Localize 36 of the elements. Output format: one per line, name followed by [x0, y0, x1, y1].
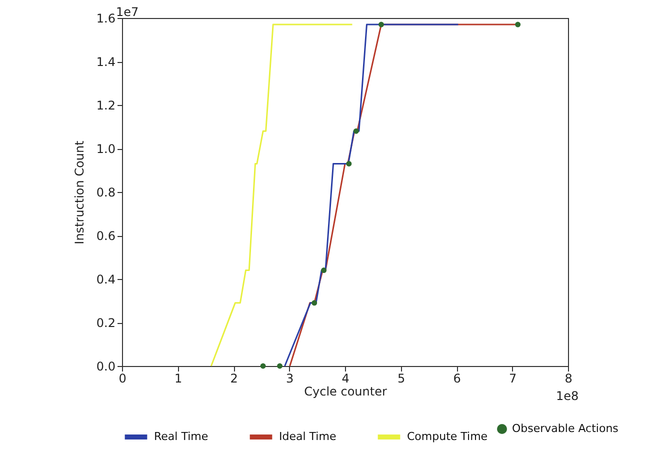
point [353, 128, 359, 134]
x-axis-title: Cycle counter [304, 384, 387, 398]
x-tick-label: 8 [564, 372, 572, 386]
y-tick-label: 0.0 [96, 360, 116, 374]
legend-label: Real Time [154, 430, 208, 443]
point [346, 160, 352, 166]
x-tick-label: 2 [230, 372, 238, 386]
y-tick-label: 1.4 [96, 55, 116, 69]
point [515, 22, 521, 28]
x-tick-label: 5 [397, 372, 406, 386]
y-tick-label: 1.0 [96, 142, 116, 156]
text: 1e8 [556, 389, 579, 403]
annotation: 1e7 [116, 5, 139, 19]
x-tick-label: 0 [118, 372, 126, 386]
point [378, 22, 384, 28]
x-tick-label: 7 [508, 372, 517, 386]
legend-label: Compute Time [407, 430, 488, 443]
legend-label: Observable Actions [512, 422, 619, 435]
y-tick-label: 0.4 [96, 272, 116, 286]
x-tick-label: 3 [286, 372, 294, 386]
point [321, 268, 327, 274]
point [277, 363, 283, 369]
legend-label: Ideal Time [279, 430, 336, 443]
point [260, 363, 266, 369]
x-tick-label: 1 [174, 372, 182, 386]
x-tick-label: 6 [453, 372, 461, 386]
y-tick-label: 0.6 [96, 229, 116, 243]
line-series [210, 24, 353, 367]
x-tick-label: 4 [342, 372, 350, 386]
point [312, 300, 318, 306]
y-axis-title: Instruction Count [72, 140, 86, 244]
y-tick-label: 1.2 [96, 98, 116, 112]
y-tick-label: 0.8 [96, 186, 116, 200]
y-tick-label: 0.2 [96, 316, 116, 330]
line-series [284, 24, 459, 367]
y-tick-label: 1.6 [96, 12, 116, 26]
